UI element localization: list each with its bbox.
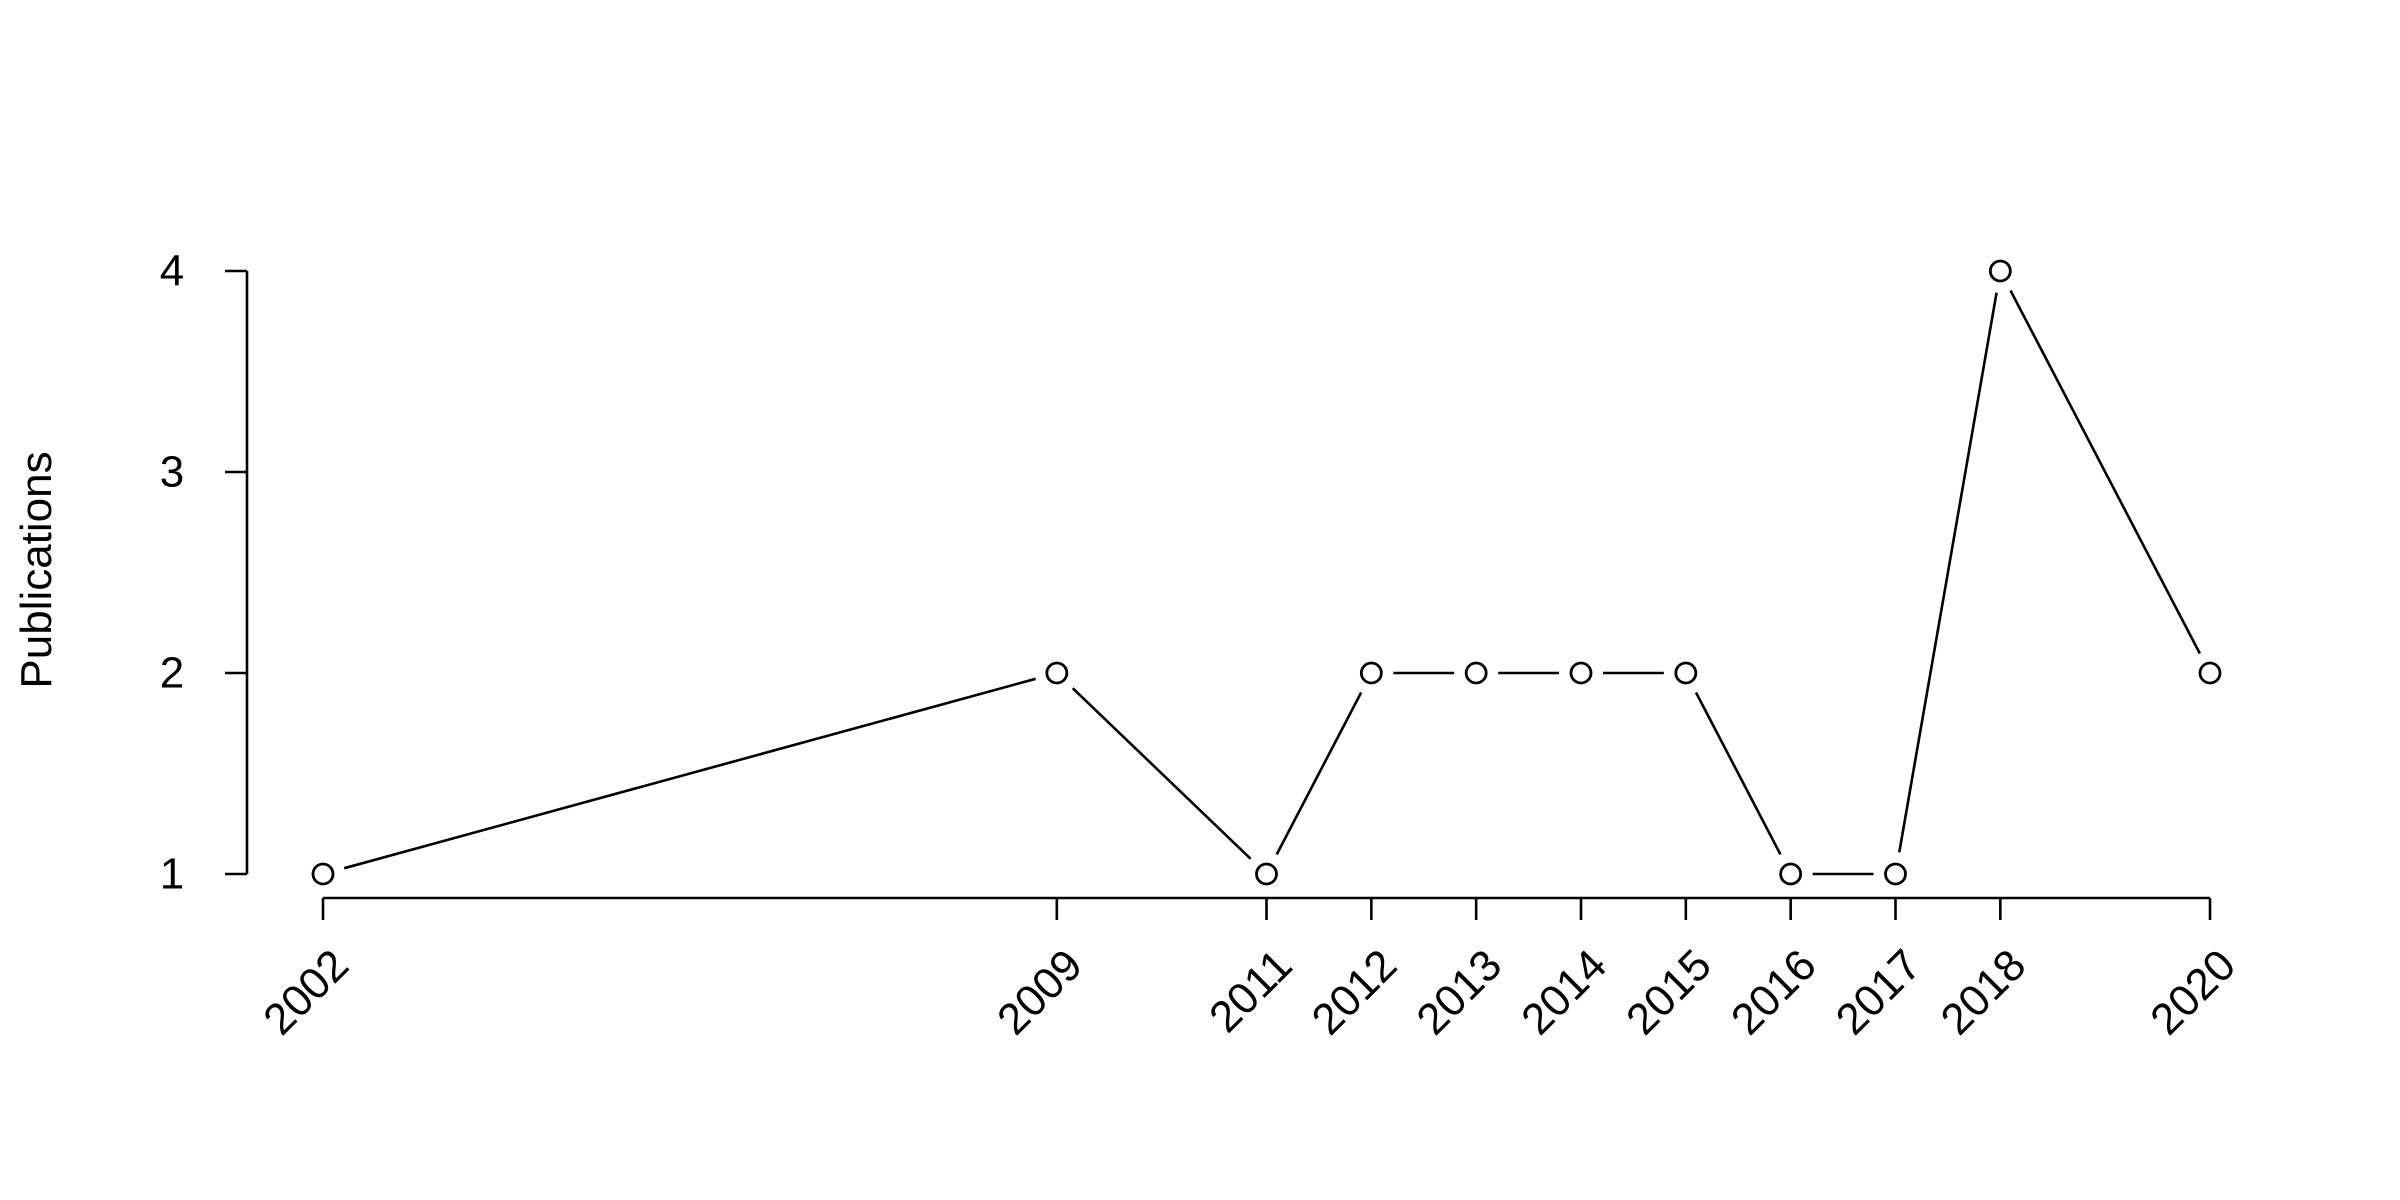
y-axis-title: Publications xyxy=(12,451,61,688)
data-point xyxy=(1779,862,1803,886)
x-tick-label: 2002 xyxy=(254,940,358,1044)
x-tick-label: 2009 xyxy=(988,940,1092,1044)
line-segment xyxy=(2009,289,2201,655)
x-tick-label: 2012 xyxy=(1303,940,1407,1044)
y-tick-label: 1 xyxy=(160,850,184,899)
line-segment xyxy=(1694,691,1782,856)
x-tick-label: 2015 xyxy=(1617,940,1721,1044)
y-axis-ticks: 1 2 3 4 xyxy=(160,247,247,899)
line-series-segments xyxy=(343,289,2201,876)
y-tick-label: 3 xyxy=(160,448,184,497)
x-tick-label: 2014 xyxy=(1512,940,1616,1044)
x-tick-label: 2016 xyxy=(1722,940,1826,1044)
data-point xyxy=(1464,661,1488,685)
data-point xyxy=(1569,661,1593,685)
data-point xyxy=(1988,259,2012,283)
x-tick-label: 2011 xyxy=(1200,940,1302,1042)
x-axis-ticks: 2002 2009 2011 2012 2013 2014 2015 2016 2017 2018… xyxy=(254,898,2245,1044)
data-point xyxy=(1884,862,1907,886)
y-tick-label: 2 xyxy=(160,649,184,698)
data-point xyxy=(2198,661,2222,685)
line-series-points xyxy=(311,259,2222,886)
line-segment xyxy=(1897,292,1998,853)
line-segment xyxy=(1275,691,1363,856)
x-tick-label: 2020 xyxy=(2141,940,2245,1044)
data-point xyxy=(1674,661,1698,685)
x-tick-label: 2017 xyxy=(1827,940,1931,1044)
data-point xyxy=(1255,862,1278,886)
x-tick-label: 2018 xyxy=(1932,940,2036,1044)
data-point xyxy=(1359,661,1383,685)
data-point xyxy=(311,862,335,886)
y-tick-label: 4 xyxy=(160,247,184,296)
data-point xyxy=(1045,661,1069,685)
x-tick-label: 2013 xyxy=(1407,940,1511,1044)
line-segment xyxy=(343,677,1036,870)
line-segment xyxy=(1071,687,1252,860)
